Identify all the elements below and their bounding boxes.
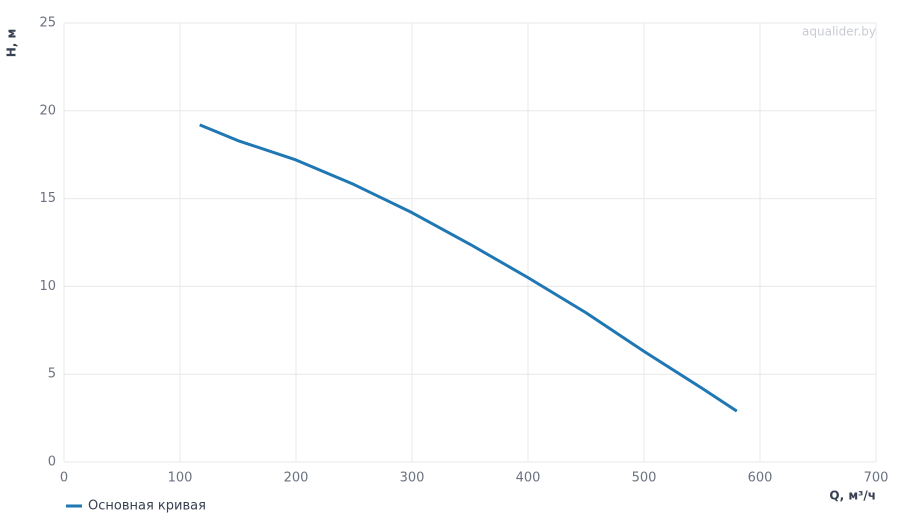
y-axis-title: H, м — [5, 29, 19, 58]
x-tick-label: 400 — [516, 471, 541, 486]
x-tick-label: 600 — [748, 471, 773, 486]
x-axis-title: Q, м³/ч — [829, 489, 876, 503]
x-tick-label: 0 — [60, 471, 68, 486]
x-tick-label: 700 — [864, 471, 889, 486]
x-tick-label: 500 — [632, 471, 657, 486]
y-tick-label: 25 — [39, 16, 56, 31]
y-tick-label: 10 — [39, 279, 56, 294]
y-tick-label: 0 — [48, 455, 56, 470]
x-tick-label: 100 — [168, 471, 193, 486]
line — [199, 123, 738, 413]
x-tick-label: 300 — [400, 471, 425, 486]
watermark: aqualider.by — [802, 25, 876, 39]
y-tick-label: 20 — [39, 103, 56, 118]
y-tick-label: 15 — [39, 191, 56, 206]
legend-label: Основная кривая — [88, 499, 206, 514]
y-tick-label: 5 — [48, 367, 56, 382]
x-tick-label: 200 — [284, 471, 309, 486]
